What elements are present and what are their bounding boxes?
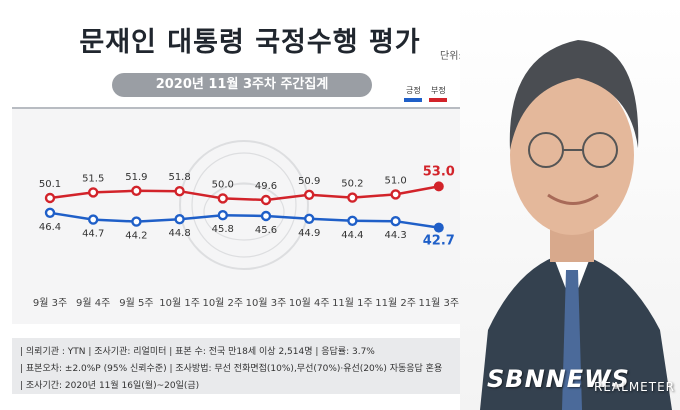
data-label: 51.5 xyxy=(82,173,104,184)
data-label: 51.9 xyxy=(125,172,147,183)
data-point xyxy=(390,215,401,227)
data-label: 49.6 xyxy=(255,181,277,192)
data-point xyxy=(347,192,358,203)
data-label: 44.3 xyxy=(384,230,406,241)
data-point xyxy=(260,194,272,206)
series-line-0 xyxy=(49,185,440,202)
data-point xyxy=(217,193,229,204)
data-label: 44.7 xyxy=(82,229,104,240)
data-point xyxy=(131,185,142,197)
x-tick-label: 11월 1주 xyxy=(332,297,373,309)
data-point xyxy=(347,215,358,227)
data-point xyxy=(44,192,56,204)
emblem-watermark xyxy=(179,140,309,270)
data-point xyxy=(174,213,185,225)
data-point xyxy=(44,207,56,219)
legend-negative-label: 부정 xyxy=(431,86,446,95)
data-point xyxy=(304,213,315,225)
data-label: 42.7 xyxy=(423,234,455,249)
data-point xyxy=(433,181,444,192)
data-label: 51.0 xyxy=(384,175,406,186)
x-tick-label: 10월 2주 xyxy=(202,297,243,309)
data-label: 53.0 xyxy=(423,164,455,179)
x-axis-labels: 9월 3주 9월 4주 9월 5주 10월 1주 10월 2주 10월 3주 10월 4주 1… xyxy=(33,297,459,309)
unit-label: 단위: % xyxy=(440,51,475,62)
data-label: 45.6 xyxy=(255,225,277,236)
data-label: 46.4 xyxy=(39,222,61,233)
sbnnews-logo: SBNNEWS xyxy=(487,365,630,393)
legend-positive-swatch xyxy=(404,98,422,102)
info-line-2: | 표본오차: ±2.0%P (95% 신뢰수준) | 조사방법: 무선 전화면… xyxy=(20,364,443,374)
data-point xyxy=(390,189,401,200)
series-lines xyxy=(49,185,440,229)
x-tick-label: 11월 2주 xyxy=(375,297,416,309)
x-tick-label: 10월 1주 xyxy=(159,297,200,309)
x-tick-label: 10월 4주 xyxy=(289,297,330,309)
data-label: 50.9 xyxy=(298,176,320,187)
x-tick-label: 9월 3주 xyxy=(33,297,67,309)
data-label: 44.4 xyxy=(341,230,363,241)
x-tick-label: 10월 3주 xyxy=(246,297,287,309)
data-label: 44.9 xyxy=(298,228,320,239)
data-point xyxy=(87,214,99,225)
data-point xyxy=(433,222,444,233)
legend-negative-swatch xyxy=(429,98,447,102)
data-point xyxy=(217,209,229,221)
x-tick-label: 9월 4주 xyxy=(76,297,110,309)
data-point xyxy=(87,187,99,198)
legend-positive-label: 긍정 xyxy=(406,86,421,95)
data-label: 44.8 xyxy=(168,228,190,239)
data-label: 45.8 xyxy=(212,224,234,235)
subtitle-banner: 2020년 11월 3주차 주간집계 xyxy=(112,73,372,97)
survey-info-box: | 의뢰기관 : YTN | 조사기관: 리얼미터 | 표본 수: 전국 만18… xyxy=(12,338,470,394)
info-line-1: | 의뢰기관 : YTN | 조사기관: 리얼미터 | 표본 수: 전국 만18… xyxy=(20,347,375,357)
data-point xyxy=(131,216,142,227)
realmeter-watermark: REALMETER xyxy=(594,380,675,394)
x-tick-label: 11월 3주 xyxy=(418,297,459,309)
data-point xyxy=(304,189,315,201)
data-label: 50.0 xyxy=(212,179,234,190)
data-label: 50.1 xyxy=(39,179,61,190)
data-label: 50.2 xyxy=(341,179,363,190)
data-label: 44.2 xyxy=(125,231,147,242)
info-line-3: | 조사기간: 2020년 11월 16일(월)~20일(금) xyxy=(20,381,200,391)
data-marks: 50.1 51.5 51.9 51.8 50.0 49.6 50.9 50.2 51.0 53.0… xyxy=(39,164,455,248)
series-line-1 xyxy=(49,211,439,229)
page-title: 문재인 대통령 국정수행 평가 xyxy=(79,27,421,58)
president-portrait xyxy=(460,0,680,410)
data-point xyxy=(174,185,185,197)
x-tick-label: 9월 5주 xyxy=(119,297,153,309)
data-label: 51.8 xyxy=(168,172,190,183)
data-point xyxy=(260,210,272,222)
